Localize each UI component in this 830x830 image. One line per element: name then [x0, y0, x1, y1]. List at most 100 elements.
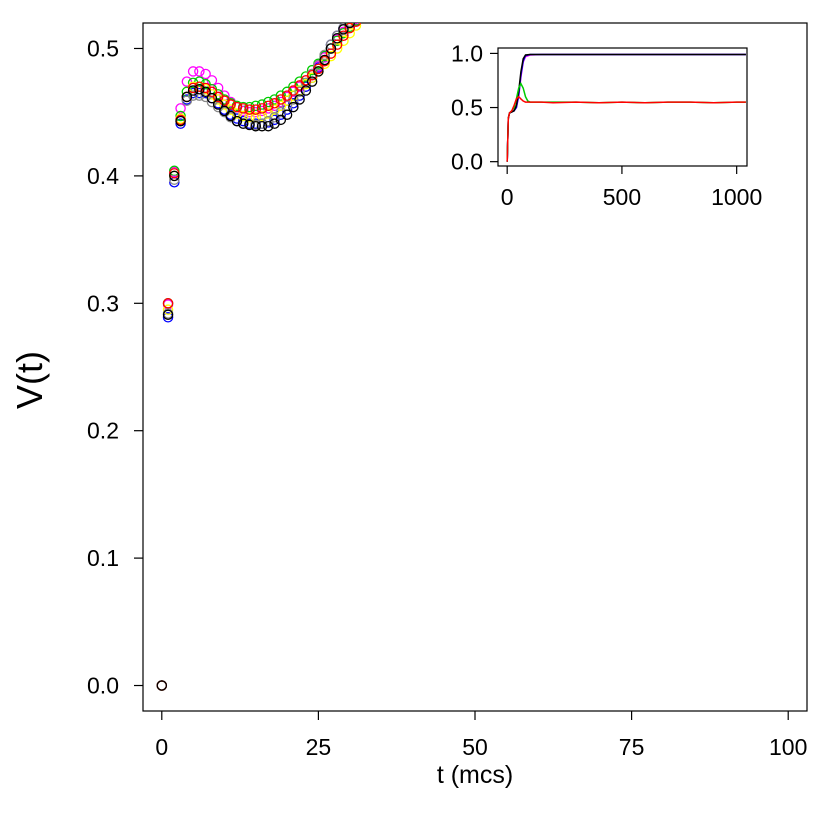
data-point — [225, 110, 236, 122]
data-point — [175, 103, 186, 114]
data-point — [156, 680, 168, 691]
data-point — [350, 23, 362, 27]
data-point — [162, 312, 174, 323]
data-point — [338, 30, 349, 41]
data-point — [181, 91, 193, 103]
data-point — [269, 112, 280, 123]
data-point — [244, 112, 255, 123]
data-point — [219, 105, 230, 117]
data-point — [244, 119, 255, 131]
data-point — [250, 104, 262, 115]
main-y-tick-label: 0.2 — [87, 418, 119, 444]
data-point — [300, 75, 312, 86]
main-y-tick-label: 0.1 — [87, 545, 119, 571]
main-y-tick-label: 0.0 — [87, 673, 119, 699]
data-point — [250, 120, 262, 132]
inset-series-line — [506, 95, 746, 162]
data-point — [338, 27, 349, 39]
data-point — [212, 99, 224, 110]
data-point — [181, 95, 193, 106]
data-point — [187, 66, 199, 77]
main-x-tick-label: 75 — [619, 734, 645, 760]
data-point — [194, 76, 205, 87]
main-x-tick-label: 50 — [462, 734, 488, 760]
data-point — [306, 72, 318, 84]
data-point — [244, 104, 255, 115]
main-x-tick-label: 25 — [306, 734, 332, 760]
data-point — [200, 68, 211, 80]
data-point — [331, 33, 343, 44]
data-point — [344, 23, 355, 27]
main-y-tick-label: 0.4 — [87, 163, 119, 189]
data-point — [313, 63, 324, 75]
data-point — [187, 90, 199, 101]
data-point — [212, 94, 224, 105]
data-point — [319, 49, 330, 61]
data-point — [263, 96, 274, 108]
data-point — [237, 118, 249, 129]
main-y-axis: 0.0 0.1 0.2 0.3 0.4 0.5 — [87, 35, 143, 699]
data-point — [300, 77, 312, 89]
data-point — [175, 115, 186, 127]
data-point — [275, 100, 287, 112]
inset-plot-background — [498, 48, 747, 166]
data-point — [169, 170, 180, 182]
data-point — [244, 101, 255, 113]
data-point — [352, 23, 360, 25]
data-point — [256, 110, 268, 122]
main-x-axis: 0 25 50 75 100 — [155, 711, 807, 760]
data-point — [187, 85, 199, 96]
main-x-tick-label: 0 — [155, 734, 168, 760]
data-point — [319, 54, 330, 66]
data-point — [206, 86, 218, 98]
data-point — [288, 85, 299, 96]
data-point — [306, 64, 318, 76]
data-point — [231, 115, 243, 127]
main-y-axis-title: V(t) — [9, 351, 50, 409]
inset-x-tick-label: 1000 — [711, 184, 762, 210]
data-point — [175, 118, 186, 129]
inset-x-axis: 0 500 1000 — [501, 166, 762, 210]
data-point — [162, 298, 174, 309]
data-point — [269, 114, 280, 126]
data-point — [219, 99, 230, 110]
data-point — [325, 48, 337, 59]
data-point — [256, 120, 268, 132]
data-point — [200, 78, 211, 90]
data-point — [256, 99, 268, 110]
data-point — [275, 106, 287, 118]
main-y-tick-label: 0.3 — [87, 290, 119, 316]
data-point — [288, 101, 299, 113]
inset-x-tick-label: 500 — [603, 184, 641, 210]
data-point — [263, 100, 274, 112]
inset-y-axis: 0.0 0.5 1.0 — [451, 40, 498, 175]
data-point — [354, 23, 358, 24]
data-point — [225, 99, 236, 110]
data-point — [231, 101, 243, 113]
data-point — [206, 92, 218, 104]
data-point — [181, 76, 193, 87]
data-point — [206, 96, 218, 108]
inset-x-tick-label: 0 — [501, 184, 514, 210]
data-point — [344, 23, 355, 29]
data-point — [325, 43, 337, 54]
inset-y-tick-label: 0.0 — [451, 149, 483, 175]
data-point — [294, 94, 305, 105]
main-y-tick-label: 0.5 — [87, 35, 119, 61]
data-point — [351, 23, 361, 26]
data-point — [256, 103, 268, 114]
data-point — [231, 113, 243, 124]
inset-y-tick-label: 1.0 — [451, 40, 483, 66]
data-point — [300, 85, 312, 96]
data-point — [344, 23, 355, 34]
data-point — [306, 76, 318, 87]
data-point — [300, 71, 312, 82]
data-point — [338, 24, 349, 35]
data-point — [162, 304, 174, 315]
data-point — [256, 118, 268, 129]
data-point — [281, 95, 293, 106]
data-point — [313, 66, 324, 77]
data-point — [206, 89, 218, 100]
data-point — [162, 309, 174, 321]
data-point — [237, 110, 249, 122]
